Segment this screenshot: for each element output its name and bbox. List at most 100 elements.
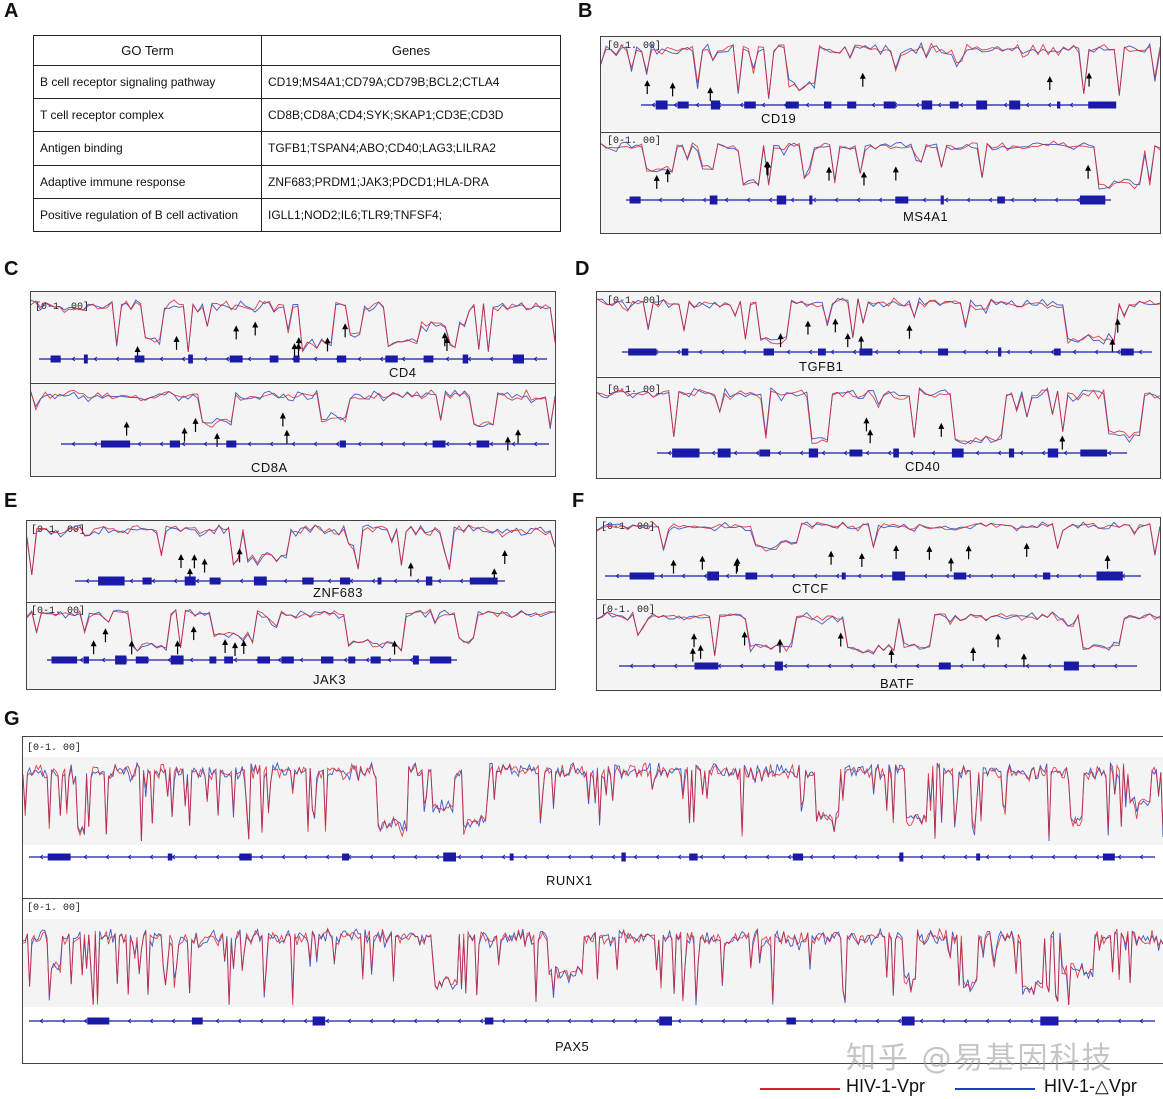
exon xyxy=(83,354,88,364)
strand-tick xyxy=(467,441,472,447)
exon xyxy=(899,852,904,862)
strand-tick xyxy=(1117,854,1122,860)
strand-tick xyxy=(761,102,766,108)
strand-tick xyxy=(799,450,804,456)
gene-model xyxy=(626,195,1111,205)
strand-tick xyxy=(809,854,814,860)
exon xyxy=(257,656,270,664)
gene-name-tgfb1: TGFB1 xyxy=(799,359,844,374)
strand-tick xyxy=(1091,663,1096,669)
strand-tick xyxy=(93,356,98,362)
annotation-arrow-icon xyxy=(291,343,298,358)
strand-tick xyxy=(813,573,818,579)
strand-tick xyxy=(413,854,418,860)
strand-tick xyxy=(283,578,288,584)
exon xyxy=(1057,101,1061,109)
strand-tick xyxy=(343,657,348,663)
exon xyxy=(859,348,873,356)
annotation-arrow-icon xyxy=(190,626,197,641)
strand-tick xyxy=(1076,197,1081,203)
exon xyxy=(997,196,1005,204)
strand-tick xyxy=(369,854,374,860)
strand-tick xyxy=(391,854,396,860)
methylation-signal xyxy=(596,521,1161,574)
legend-label-dvpr: HIV-1-△Vpr xyxy=(1044,1076,1137,1096)
annotation-arrow-icon xyxy=(707,87,714,102)
annotation-arrow-icon xyxy=(279,412,286,427)
go-term-cell: Positive regulation of B cell activation xyxy=(33,197,262,233)
exon xyxy=(321,656,334,664)
strand-tick xyxy=(1117,1018,1122,1024)
exon xyxy=(100,440,131,448)
strand-tick xyxy=(423,441,428,447)
strand-tick xyxy=(985,1018,990,1024)
signal-line-vpr xyxy=(22,927,1163,1006)
strand-tick xyxy=(835,573,840,579)
exon xyxy=(808,448,819,458)
exon xyxy=(1063,661,1079,671)
strand-tick xyxy=(159,356,164,362)
gene-name-cd4: CD4 xyxy=(389,365,417,380)
strand-tick xyxy=(831,854,836,860)
annotation-arrow-icon xyxy=(1085,164,1092,179)
exon xyxy=(170,655,184,665)
exon xyxy=(423,355,434,363)
methylation-signal xyxy=(26,608,556,657)
strand-tick xyxy=(327,578,332,584)
annotation-arrow-icon xyxy=(763,161,770,176)
strand-tick xyxy=(790,197,795,203)
strand-tick xyxy=(269,441,274,447)
exon xyxy=(239,853,252,861)
strand-tick xyxy=(391,1018,396,1024)
exon xyxy=(893,448,899,458)
signal-line-vpr xyxy=(596,521,1161,554)
exon xyxy=(115,655,127,665)
strand-tick xyxy=(325,854,330,860)
strand-tick xyxy=(739,102,744,108)
exon xyxy=(809,195,813,205)
annotation-arrow-icon xyxy=(178,553,185,568)
signal-line-vpr xyxy=(26,524,556,576)
strand-tick xyxy=(791,573,796,579)
annotation-arrow-icon xyxy=(501,550,508,565)
exon xyxy=(51,656,78,664)
gene-name-batf: BATF xyxy=(880,676,915,691)
strand-tick xyxy=(193,854,198,860)
exon xyxy=(469,577,498,585)
exon xyxy=(824,101,832,109)
annotation-arrow-icon xyxy=(670,559,677,574)
strand-tick xyxy=(313,356,318,362)
strand-tick xyxy=(137,441,142,447)
annotation-arrow-icon xyxy=(342,323,349,338)
strand-tick xyxy=(371,578,376,584)
annotation-arrow-icon xyxy=(837,632,844,647)
genes-cell: CD8B;CD8A;CD4;SYK;SKAP1;CD3E;CD3D xyxy=(261,98,561,133)
exon xyxy=(1040,1016,1059,1026)
strand-tick xyxy=(878,197,883,203)
go-term-cell: Adaptive immune response xyxy=(33,164,262,199)
strand-tick xyxy=(189,657,194,663)
track-e1: [0-1. 00] ZNF683 xyxy=(26,521,556,601)
annotation-arrow-icon xyxy=(232,642,239,657)
exon xyxy=(209,577,221,585)
range-label: [0-1. 00] xyxy=(607,385,662,396)
annotation-arrow-icon xyxy=(691,633,698,648)
strand-tick xyxy=(897,1018,902,1024)
strand-tick xyxy=(887,450,892,456)
strand-tick xyxy=(874,349,879,355)
annotation-arrow-icon xyxy=(888,648,895,663)
exon xyxy=(951,448,964,458)
strand-tick xyxy=(1032,197,1037,203)
annotation-arrow-icon xyxy=(1059,435,1066,450)
annotation-arrow-icon xyxy=(741,631,748,646)
strand-tick xyxy=(501,1018,506,1024)
exon xyxy=(998,347,1002,357)
exon xyxy=(50,355,61,363)
strand-tick xyxy=(805,663,810,669)
strand-tick xyxy=(831,1018,836,1024)
annotation-arrow-icon xyxy=(832,318,839,333)
strand-tick xyxy=(629,663,634,669)
exon xyxy=(847,101,857,109)
strand-tick xyxy=(159,441,164,447)
range-label: [0-1. 00] xyxy=(27,903,82,914)
